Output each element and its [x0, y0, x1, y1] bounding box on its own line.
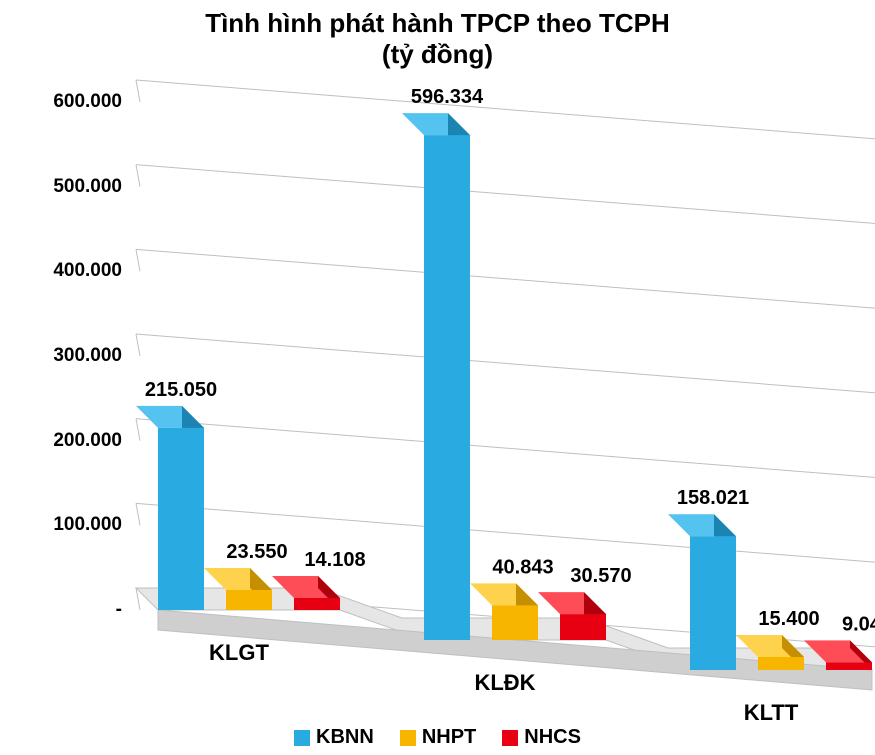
chart-title: Tình hình phát hành TPCP theo TCPH (tỷ đ… [0, 8, 875, 70]
y-tick-label: 400.000 [38, 260, 122, 282]
category-label: KLĐK [474, 670, 535, 695]
data-label: 40.843 [492, 556, 553, 578]
category-label: KLGT [209, 640, 269, 665]
y-tick-label: 500.000 [38, 176, 122, 198]
chart-title-line2: (tỷ đồng) [0, 39, 875, 70]
y-tick-label: 100.000 [38, 514, 122, 536]
data-label: 9.042 [842, 613, 875, 635]
data-label: 15.400 [758, 608, 819, 630]
plot-area: - 100.000 200.000 300.000 400.000 500.000 600.… [38, 90, 858, 670]
legend-swatch-nhcs [502, 730, 518, 746]
legend-label-nhpt: NHPT [422, 726, 476, 749]
bars [136, 113, 872, 670]
legend-item-nhcs: NHCS [502, 726, 581, 749]
legend-label-nhcs: NHCS [524, 726, 581, 749]
chart-title-line1: Tình hình phát hành TPCP theo TCPH [0, 8, 875, 39]
data-label: 158.021 [677, 487, 749, 509]
data-label: 596.334 [411, 86, 484, 108]
y-tick-label: 300.000 [38, 345, 122, 367]
bar-KLTT-KBNN [668, 514, 736, 670]
bar-KLGT-KBNN [136, 406, 204, 610]
y-tick-label: 200.000 [38, 430, 122, 452]
y-tick-label: 600.000 [38, 91, 122, 113]
data-label: 30.570 [570, 565, 631, 587]
data-label: 14.108 [304, 549, 365, 571]
legend: KBNN NHPT NHCS [0, 726, 875, 749]
y-tick-label: - [38, 599, 122, 621]
legend-item-kbnn: KBNN [294, 726, 374, 749]
chart-container: Tình hình phát hành TPCP theo TCPH (tỷ đ… [0, 0, 875, 755]
data-label: 23.550 [226, 541, 287, 563]
plot-svg: 215.05023.55014.108596.33440.84330.57015… [128, 90, 848, 730]
legend-label-kbnn: KBNN [316, 726, 374, 749]
bar-KLĐK-KBNN [402, 113, 470, 640]
legend-swatch-nhpt [400, 730, 416, 746]
category-label: KLTT [744, 700, 799, 725]
legend-item-nhpt: NHPT [400, 726, 476, 749]
legend-swatch-kbnn [294, 730, 310, 746]
data-label: 215.050 [145, 379, 217, 401]
